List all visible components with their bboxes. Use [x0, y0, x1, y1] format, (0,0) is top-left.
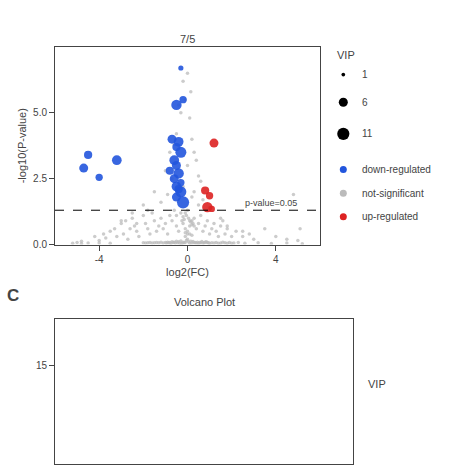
svg-text:0: 0	[185, 254, 191, 265]
svg-text:VIP: VIP	[337, 49, 355, 61]
svg-text:not-significant: not-significant	[362, 188, 424, 199]
svg-text:log2(FC): log2(FC)	[166, 266, 209, 278]
svg-text:-4: -4	[95, 254, 104, 265]
svg-text:VIP: VIP	[368, 378, 386, 390]
svg-text:p-value=0.05: p-value=0.05	[245, 198, 297, 208]
svg-text:Volcano Plot: Volcano Plot	[174, 296, 235, 308]
svg-text:6: 6	[362, 97, 368, 108]
svg-text:-log10(P-value): -log10(P-value)	[16, 108, 28, 183]
svg-text:4: 4	[273, 254, 279, 265]
svg-text:up-regulated: up-regulated	[362, 211, 418, 222]
svg-text:2.5: 2.5	[33, 173, 47, 184]
svg-text:down-regulated: down-regulated	[362, 164, 431, 175]
svg-text:1: 1	[362, 69, 368, 80]
svg-text:C: C	[7, 286, 19, 305]
svg-text:15: 15	[36, 360, 48, 371]
svg-text:7/5: 7/5	[180, 33, 195, 45]
svg-text:5.0: 5.0	[33, 107, 47, 118]
svg-text:0.0: 0.0	[33, 239, 47, 250]
svg-text:11: 11	[362, 128, 373, 139]
